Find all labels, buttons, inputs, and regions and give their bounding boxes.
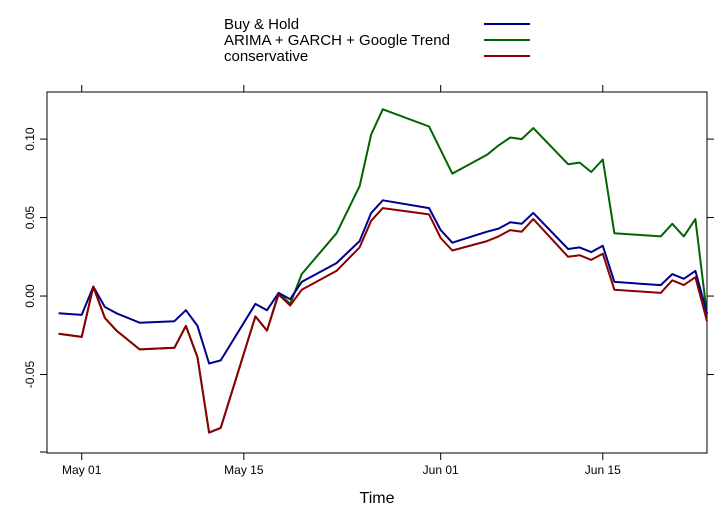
series-line-0 <box>58 199 708 365</box>
x-tick-label: Jun 01 <box>423 463 459 477</box>
y-axis: -0.05 0.00 0.05 0.10 <box>23 127 714 453</box>
x-tick-label: May 15 <box>224 463 264 477</box>
x-axis: May 01 May 15 Jun 01 Jun 15 <box>62 85 621 477</box>
y-tick-label: 0.00 <box>23 284 37 308</box>
x-axis-title: Time <box>360 490 395 507</box>
series-line-1 <box>58 108 708 434</box>
y-tick-label: 0.10 <box>23 127 37 151</box>
x-tick-label: Jun 15 <box>585 463 621 477</box>
legend-label: ARIMA + GARCH + Google Trend <box>224 32 450 49</box>
plot-frame <box>46 91 708 454</box>
y-tick-label: -0.05 <box>23 361 37 389</box>
legend-label: Buy & Hold <box>224 16 299 33</box>
series-line-2 <box>58 207 708 434</box>
y-tick-label: 0.05 <box>23 206 37 230</box>
series-layer <box>58 108 708 434</box>
x-tick-label: May 01 <box>62 463 102 477</box>
legend-label: conservative <box>224 48 308 65</box>
